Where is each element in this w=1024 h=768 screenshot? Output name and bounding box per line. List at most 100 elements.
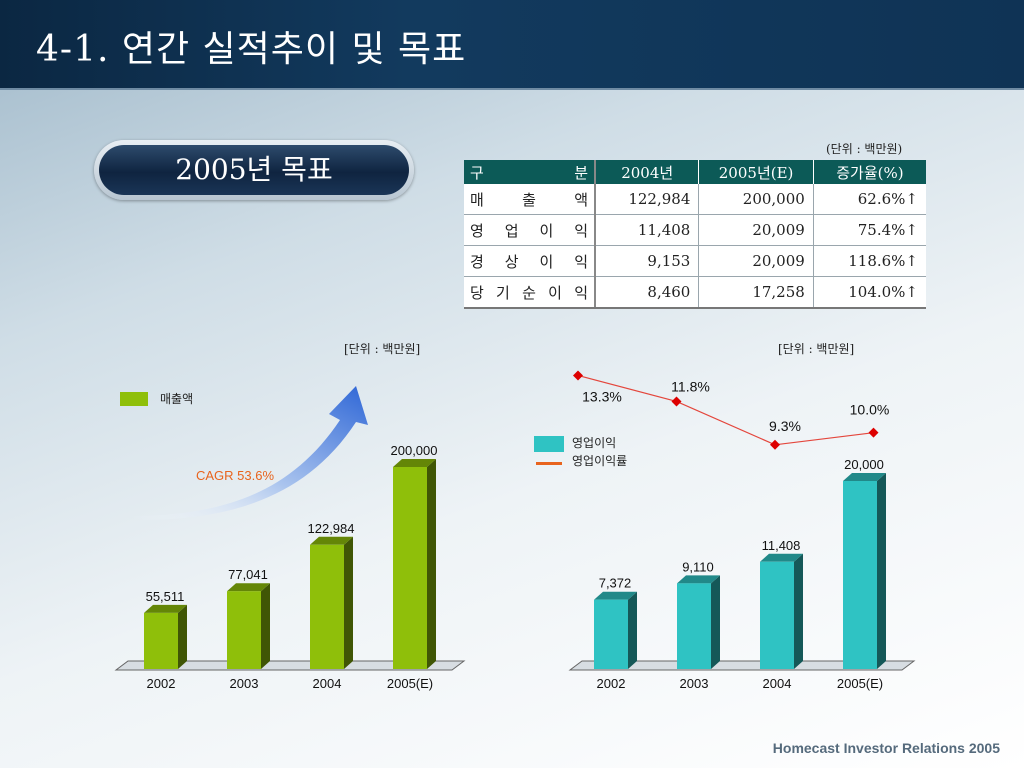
chart-floor [568,660,916,671]
table-header: 구 분 [464,160,596,184]
sales-chart-unit: [단위 : 백만원] [344,342,421,356]
bar [677,575,720,669]
bar-top [843,473,886,481]
table-row: 당 기 순 이 익 8,460 17,258 104.0%↑ [464,276,926,309]
x-tick-label: 2003 [230,676,259,691]
bar-data-label: 55,511 [146,589,185,604]
table-header-row: 구 분 2004년 2005년(E) 증가율(%) [464,160,926,184]
bar-side [427,459,436,669]
bar-front [760,561,794,669]
target-badge: 2005년 목표 [94,140,414,200]
line-point [573,370,583,381]
table-cell: 17,258 [698,276,814,309]
target-table: 구 분 2004년 2005년(E) 증가율(%) 매 출 액 122,984 … [464,160,926,309]
growth-arrow [134,386,368,521]
table-cell: 9,153 [595,245,700,277]
op-income-chart: 영업이익 영업이익률 7,372 2002 9,110 2003 11,408 2004 2… [534,370,916,691]
table-cell: 75.4%↑ [813,214,926,246]
bar [843,473,886,669]
x-tick-label: 2004 [763,676,792,691]
table-cell: 20,009 [698,245,814,277]
x-tick-label: 2005(E) [837,676,883,691]
bar-top [677,575,720,584]
bar-side [261,583,270,669]
bar [393,459,436,669]
bar-front [227,591,261,669]
table-cell: 8,460 [595,276,700,309]
x-tick-label: 2002 [147,676,176,691]
bar-side [711,575,720,669]
legend-line-rate [536,462,562,465]
bar-side [628,591,637,669]
bar-side [344,536,353,669]
table-cell: 영 업 이 익 [464,214,596,246]
table-cell: 20,009 [698,214,814,246]
legend-label-sales: 매출액 [160,392,193,406]
line-data-label: 10.0% [850,402,890,418]
sales-chart: CAGR 53.6% 매출액 55,511 2002 77,041 2003 122,9… [114,386,466,691]
table-row: 영 업 이 익 11,408 20,009 75.4%↑ [464,214,926,246]
table-cell: 11,408 [595,214,700,246]
table-cell: 122,984 [595,184,700,215]
target-badge-label: 2005년 목표 [99,145,409,195]
bar-front [677,583,711,669]
bar [310,536,353,669]
op-chart-unit: [단위 : 백만원] [778,342,855,356]
legend-label-rate: 영업이익률 [572,454,627,468]
bar-front [594,599,628,669]
x-tick-label: 2003 [680,676,709,691]
bar-front [843,481,877,669]
table-header: 증가율(%) [813,160,926,184]
footer-text: Homecast Investor Relations 2005 [772,740,1000,756]
x-tick-label: 2002 [597,676,626,691]
header-bar: 4-1. 연간 실적추이 및 목표 [0,0,1024,90]
table-unit: (단위 : 백만원) [826,142,903,156]
line-point [868,427,879,438]
table-cell: 200,000 [698,184,814,215]
legend-swatch-sales [120,392,148,406]
table-cell: 매 출 액 [464,184,596,215]
table-cell: 62.6%↑ [813,184,926,215]
legend-swatch-op [534,436,564,452]
bar [760,553,803,669]
bar-top [760,553,803,562]
table-header: 2004년 [595,160,700,184]
bar-data-label: 20,000 [844,457,884,472]
line-point [671,396,682,407]
bar-top [227,583,270,592]
bar-top [310,536,353,545]
table-row: 매 출 액 122,984 200,000 62.6%↑ [464,184,926,215]
table-header: 2005년(E) [698,160,814,184]
bar-front [310,544,344,669]
x-tick-label: 2004 [313,676,342,691]
bar [227,583,270,669]
x-tick-label: 2005(E) [387,676,433,691]
table-cell: 당 기 순 이 익 [464,276,596,309]
table-cell: 118.6%↑ [813,245,926,277]
bar-data-label: 77,041 [228,567,268,582]
bar [594,591,637,669]
bar-front [393,467,427,669]
margin-line [577,374,874,446]
bar [144,604,187,669]
bar-data-label: 7,372 [599,576,632,591]
bar-data-label: 9,110 [682,559,714,574]
bar-top [594,591,637,600]
line-data-label: 11.8% [671,378,710,394]
table-cell: 104.0%↑ [813,276,926,309]
line-data-label: 13.3% [582,388,622,404]
line-data-label: 9.3% [769,418,801,434]
bar-side [877,473,886,669]
page-title: 4-1. 연간 실적추이 및 목표 [36,29,467,70]
bar-data-label: 11,408 [762,538,801,553]
bar-data-label: 122,984 [308,521,355,536]
cagr-annotation: CAGR 53.6% [196,468,274,483]
bar-front [144,612,178,669]
bar-side [794,553,803,669]
line-point [770,439,780,450]
bar-top [393,459,436,467]
bar-top [144,604,187,613]
bar-data-label: 200,000 [391,443,438,458]
table-cell: 경 상 이 익 [464,245,596,277]
